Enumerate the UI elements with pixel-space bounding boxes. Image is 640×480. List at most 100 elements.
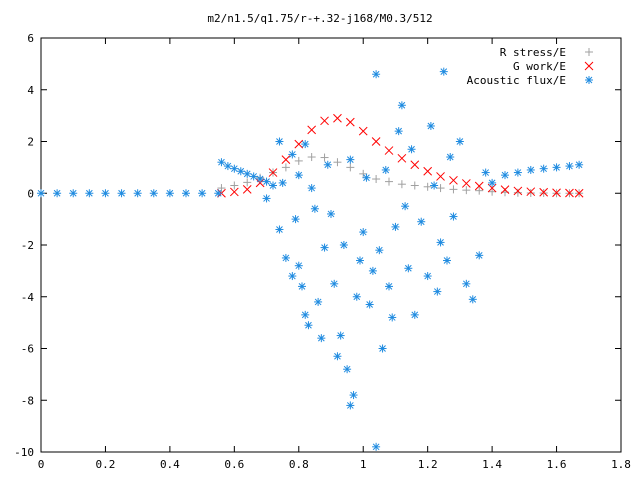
data-point	[256, 175, 265, 184]
legend-marker	[584, 61, 594, 71]
data-point	[291, 215, 300, 224]
data-point	[249, 172, 258, 181]
data-point	[481, 168, 490, 177]
data-point	[346, 163, 355, 172]
data-point	[526, 187, 536, 197]
data-point	[307, 184, 316, 193]
data-point	[214, 189, 223, 198]
data-point	[349, 391, 358, 400]
data-point	[407, 145, 416, 154]
data-point	[346, 401, 355, 410]
data-point	[262, 177, 271, 186]
data-point	[217, 158, 226, 167]
data-point	[446, 153, 455, 162]
data-point	[230, 181, 239, 190]
data-point	[417, 217, 426, 226]
y-tick-label: -10	[14, 446, 34, 459]
data-point	[320, 243, 329, 252]
data-point	[165, 189, 174, 198]
data-point	[323, 160, 332, 169]
data-point	[242, 185, 252, 194]
data-point	[217, 184, 226, 193]
data-point	[268, 168, 278, 177]
data-point	[298, 282, 306, 291]
data-point	[294, 171, 303, 180]
data-point	[410, 160, 420, 170]
data-point	[359, 169, 368, 178]
data-point	[69, 189, 78, 198]
data-point	[281, 253, 290, 262]
data-point	[565, 162, 574, 171]
legend-label: Acoustic flux/E	[467, 74, 566, 87]
data-point	[384, 146, 394, 155]
data-point	[513, 188, 522, 197]
data-point	[552, 163, 561, 172]
data-point	[397, 180, 406, 189]
data-point	[443, 256, 451, 265]
data-point	[317, 334, 326, 343]
data-point	[356, 256, 364, 265]
data-point	[269, 181, 277, 190]
y-tick-label: -8	[21, 394, 34, 407]
data-point	[53, 189, 62, 198]
data-point	[281, 163, 290, 172]
data-point	[307, 125, 317, 135]
data-point	[439, 67, 448, 76]
y-tick-label: 6	[27, 32, 34, 45]
data-point	[574, 188, 584, 198]
data-point	[333, 113, 342, 123]
data-point	[365, 300, 374, 309]
data-point	[404, 264, 413, 273]
x-tick-label: 1.2	[418, 458, 438, 471]
data-point	[552, 188, 561, 198]
x-tick-label: 1.6	[547, 458, 567, 471]
plot-frame	[40, 37, 622, 453]
data-point	[513, 168, 522, 177]
data-point	[359, 228, 368, 237]
data-point	[262, 194, 271, 203]
data-point	[526, 188, 535, 197]
data-point	[397, 153, 407, 163]
x-tick-label: 0.8	[289, 458, 309, 471]
data-point	[362, 173, 371, 182]
data-point	[275, 137, 284, 146]
data-point	[117, 189, 126, 198]
data-point	[278, 178, 287, 187]
data-point	[294, 139, 304, 149]
data-point	[436, 184, 445, 193]
x-tick-label: 1.4	[482, 458, 502, 471]
data-point	[397, 101, 406, 110]
data-point	[320, 153, 329, 162]
data-point	[307, 153, 316, 162]
data-point	[423, 182, 432, 191]
data-point	[430, 181, 439, 190]
data-point	[372, 442, 381, 451]
data-point	[565, 188, 574, 198]
data-point	[288, 272, 297, 281]
data-point	[426, 121, 435, 130]
data-point	[310, 204, 319, 213]
data-point	[513, 186, 523, 196]
data-point	[394, 127, 403, 136]
data-point	[275, 225, 284, 234]
data-point	[288, 150, 297, 159]
data-point	[301, 310, 310, 319]
data-point	[488, 178, 497, 187]
data-point	[436, 172, 445, 181]
data-point	[343, 365, 352, 374]
data-point	[375, 246, 384, 255]
legend-label: G work/E	[513, 60, 566, 73]
data-point	[433, 287, 442, 296]
data-point	[423, 272, 432, 281]
data-point	[327, 209, 335, 218]
data-point	[385, 177, 393, 186]
data-point	[475, 251, 484, 260]
legend-marker	[585, 48, 593, 56]
data-point	[281, 155, 291, 164]
data-point	[539, 187, 549, 197]
legend-label: R stress/E	[500, 46, 566, 59]
data-point	[410, 310, 419, 319]
x-tick-label: 0.6	[224, 458, 244, 471]
